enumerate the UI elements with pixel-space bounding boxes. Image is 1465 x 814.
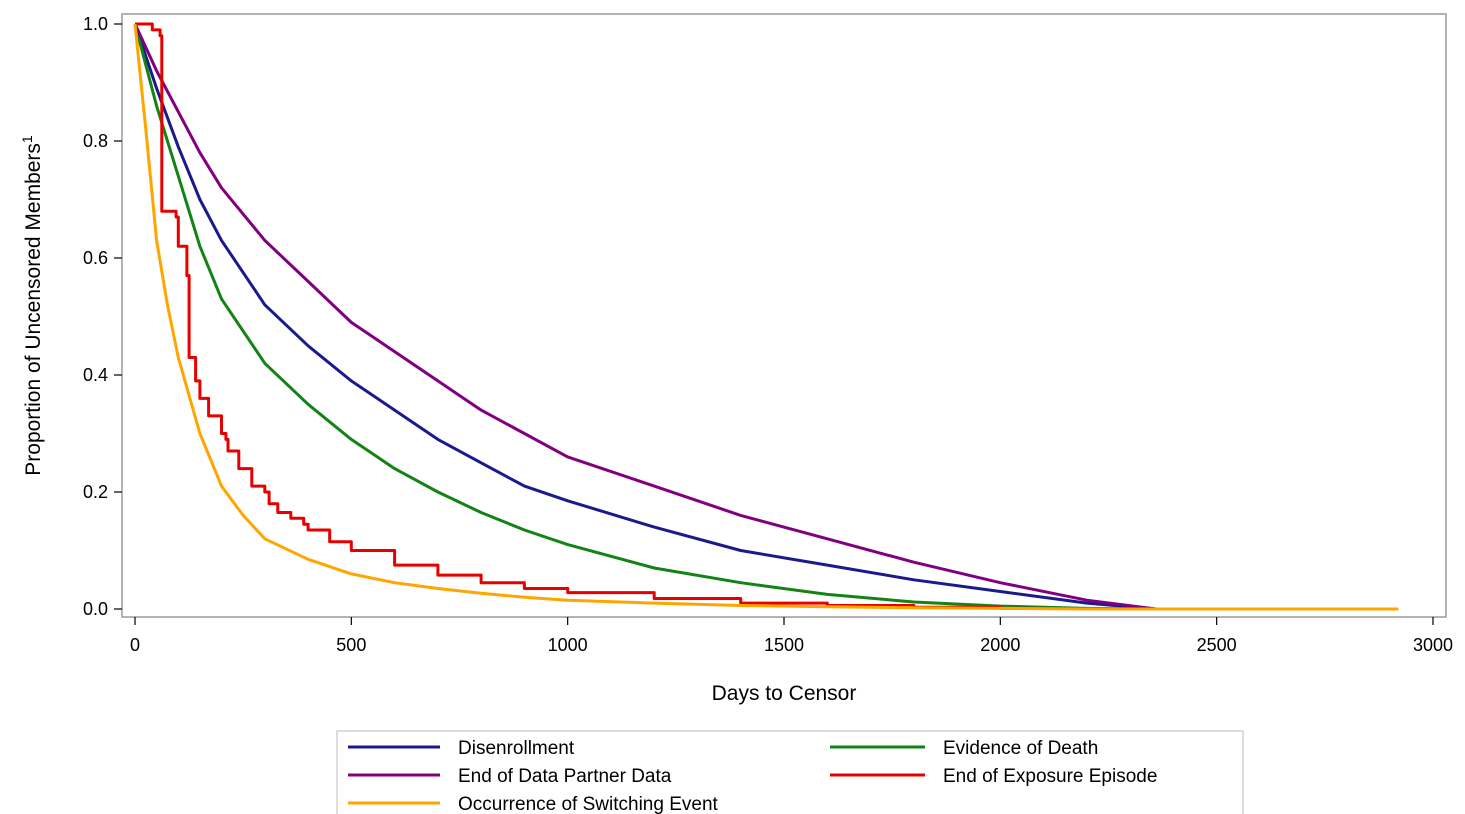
x-tick-label: 2000 xyxy=(980,635,1020,655)
y-tick-label: 0.2 xyxy=(83,482,108,502)
legend-label: Evidence of Death xyxy=(943,738,1098,759)
legend-label: End of Data Partner Data xyxy=(458,766,672,787)
x-tick-label: 2500 xyxy=(1197,635,1237,655)
y-axis-title-text: Proportion of Uncensored Members xyxy=(22,143,45,476)
y-axis: 0.0 0.2 0.4 0.6 0.8 1.0 xyxy=(83,14,122,619)
x-axis-title: Days to Censor xyxy=(712,682,857,705)
y-axis-title: Proportion of Uncensored Members1 xyxy=(19,135,45,476)
x-tick-label: 1500 xyxy=(764,635,804,655)
y-tick-label: 0.6 xyxy=(83,248,108,268)
x-tick-label: 0 xyxy=(130,635,140,655)
y-axis-title-superscript: 1 xyxy=(19,135,35,143)
legend-label: Occurrence of Switching Event xyxy=(458,794,719,814)
y-tick-label: 0.4 xyxy=(83,365,108,385)
y-tick-label: 0.8 xyxy=(83,131,108,151)
series-line-end-of-exposure-episode xyxy=(135,24,1044,609)
series-line-disenrollment xyxy=(135,24,1156,609)
y-tick-label: 0.0 xyxy=(83,599,108,619)
x-axis: 0 500 1000 1500 2000 2500 3000 xyxy=(130,617,1453,655)
legend-label: Disenrollment xyxy=(458,738,575,759)
series-layer xyxy=(135,24,1398,609)
legend: Disenrollment Evidence of Death End of Dat… xyxy=(337,731,1243,814)
y-tick-label: 1.0 xyxy=(83,14,108,34)
x-tick-label: 3000 xyxy=(1413,635,1453,655)
legend-label: End of Exposure Episode xyxy=(943,766,1157,787)
x-tick-label: 1000 xyxy=(548,635,588,655)
series-line-evidence-of-death xyxy=(135,24,1156,609)
x-tick-label: 500 xyxy=(336,635,366,655)
series-line-end-of-data-partner-data xyxy=(135,24,1156,609)
